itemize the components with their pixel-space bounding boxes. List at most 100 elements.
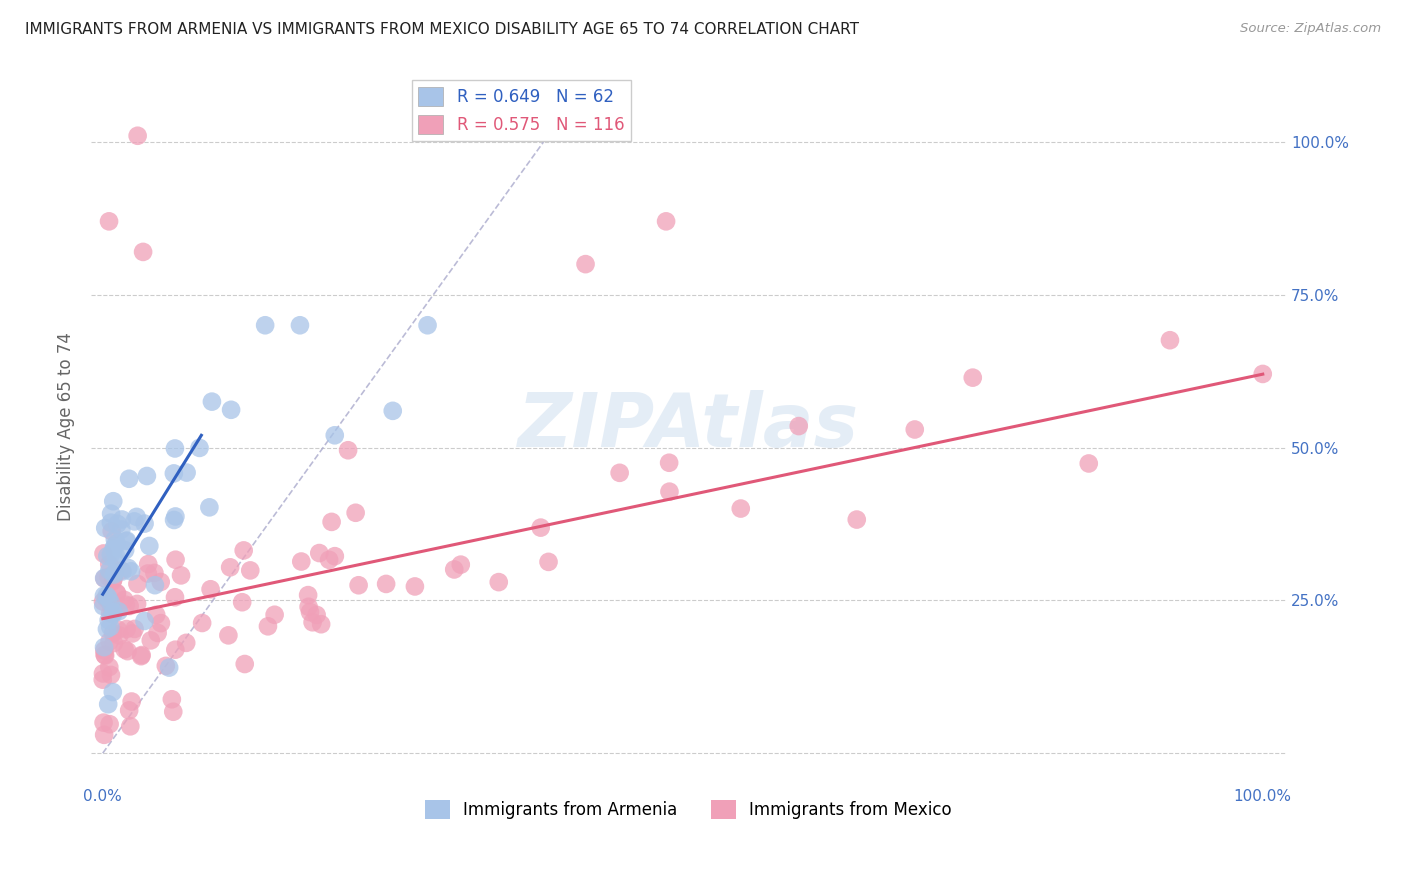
Point <box>103 572 125 586</box>
Point <box>117 561 139 575</box>
Point <box>231 595 253 609</box>
Point <box>120 719 142 733</box>
Point <box>107 516 129 531</box>
Point <box>125 509 148 524</box>
Point <box>118 599 141 613</box>
Point <box>163 467 186 481</box>
Point <box>308 546 330 560</box>
Text: Source: ZipAtlas.com: Source: ZipAtlas.com <box>1240 22 1381 36</box>
Point <box>91 673 114 687</box>
Point <box>96 622 118 636</box>
Point <box>198 500 221 515</box>
Point <box>100 548 122 562</box>
Point <box>93 648 115 662</box>
Point <box>110 523 132 537</box>
Point <box>443 562 465 576</box>
Point <box>163 442 186 456</box>
Point <box>93 728 115 742</box>
Point <box>101 626 124 640</box>
Point <box>263 607 285 622</box>
Point <box>118 703 141 717</box>
Legend: Immigrants from Armenia, Immigrants from Mexico: Immigrants from Armenia, Immigrants from… <box>419 793 959 825</box>
Point <box>100 507 122 521</box>
Point <box>160 692 183 706</box>
Point <box>93 571 115 585</box>
Point <box>101 574 124 589</box>
Point <box>149 574 172 589</box>
Point <box>1159 333 1181 347</box>
Point <box>107 623 129 637</box>
Point <box>103 567 125 582</box>
Point <box>103 605 125 619</box>
Point <box>118 472 141 486</box>
Point <box>201 394 224 409</box>
Point <box>101 607 124 621</box>
Point <box>131 648 153 662</box>
Point <box>163 513 186 527</box>
Point <box>93 715 115 730</box>
Point <box>120 565 142 579</box>
Point <box>100 516 122 530</box>
Point <box>98 214 121 228</box>
Point <box>110 564 132 578</box>
Point <box>98 620 121 634</box>
Point <box>239 563 262 577</box>
Point <box>114 598 136 612</box>
Point <box>124 515 146 529</box>
Point <box>121 626 143 640</box>
Point <box>103 607 125 621</box>
Point <box>103 494 125 508</box>
Point <box>165 552 187 566</box>
Point <box>136 566 159 581</box>
Point <box>108 628 131 642</box>
Point <box>381 404 404 418</box>
Point <box>97 698 120 712</box>
Point <box>97 591 120 605</box>
Point <box>124 622 146 636</box>
Point <box>219 402 242 417</box>
Point <box>93 640 115 655</box>
Point <box>162 705 184 719</box>
Point <box>337 443 360 458</box>
Point <box>127 128 149 143</box>
Point <box>309 617 332 632</box>
Point <box>127 597 149 611</box>
Point <box>191 615 214 630</box>
Point <box>121 694 143 708</box>
Point <box>176 466 198 480</box>
Point <box>104 566 127 580</box>
Point <box>138 539 160 553</box>
Point <box>530 521 553 535</box>
Point <box>1077 457 1099 471</box>
Point <box>97 613 120 627</box>
Point <box>103 540 125 554</box>
Point <box>375 577 398 591</box>
Point <box>93 589 115 603</box>
Point <box>297 588 319 602</box>
Point <box>347 578 370 592</box>
Point <box>115 622 138 636</box>
Point <box>574 257 596 271</box>
Point <box>658 484 681 499</box>
Point <box>93 643 115 657</box>
Point <box>290 555 312 569</box>
Point <box>94 521 117 535</box>
Point <box>135 469 157 483</box>
Point <box>100 596 122 610</box>
Point <box>904 422 927 436</box>
Point <box>103 541 125 556</box>
Point <box>134 516 156 531</box>
Point <box>111 512 134 526</box>
Point <box>323 549 346 564</box>
Point <box>98 660 121 674</box>
Point <box>127 577 149 591</box>
Point <box>298 605 321 619</box>
Point <box>98 717 121 731</box>
Point <box>91 599 114 614</box>
Point <box>845 512 868 526</box>
Point <box>609 466 631 480</box>
Point <box>323 428 346 442</box>
Point <box>787 419 810 434</box>
Point <box>655 214 678 228</box>
Y-axis label: Disability Age 65 to 74: Disability Age 65 to 74 <box>58 332 75 521</box>
